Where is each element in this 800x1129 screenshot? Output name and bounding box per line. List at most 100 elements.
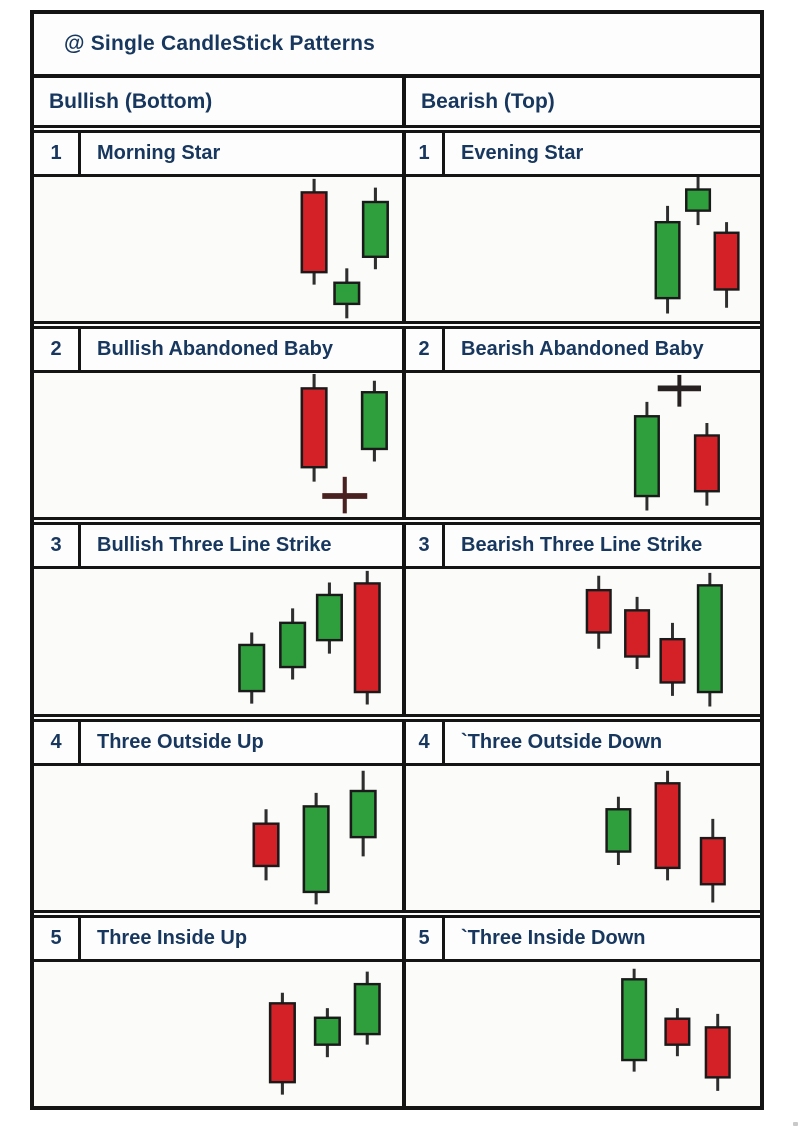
candlestick-patterns-table: @ Single CandleStick Patterns Bullish (B…: [30, 10, 764, 1110]
row-number: 1: [34, 133, 81, 174]
candlestick-chart-three-outside-up: [252, 770, 377, 905]
candle-body-green: [238, 644, 266, 693]
label-row-3: 3 Bullish Three Line Strike 3 Bearish Th…: [34, 525, 760, 570]
chart-cell-bullish-abandoned-baby: [34, 373, 402, 518]
row-number: 5: [34, 917, 81, 959]
label-row-5: 5 Three Inside Up 5 `Three Inside Down: [34, 917, 760, 962]
label-row-4: 4 Three Outside Up 4 `Three Outside Down: [34, 721, 760, 766]
candle-body-green: [361, 200, 389, 258]
pattern-name-bearish: Bearish Abandoned Baby: [461, 338, 704, 361]
label-cell-three-inside-down: 5 `Three Inside Down: [402, 917, 760, 959]
chart-row-1: [34, 177, 760, 325]
table-title-row: @ Single CandleStick Patterns: [34, 14, 760, 78]
label-cell-three-outside-up: 4 Three Outside Up: [34, 721, 402, 763]
candle-body-red: [252, 822, 280, 867]
label-row-1: 1 Morning Star 1 Evening Star: [34, 133, 760, 177]
row-number: 5: [406, 917, 445, 959]
chart-cell-bearish-abandoned-baby: [402, 373, 760, 518]
candle-body-green: [360, 391, 388, 451]
candle-body-green: [349, 789, 377, 838]
candle-body-red: [654, 781, 681, 869]
candle-body-green: [302, 804, 330, 893]
pattern-name-bearish: Evening Star: [461, 142, 584, 164]
chart-row-3: [34, 569, 760, 717]
label-cell-three-outside-down: 4 `Three Outside Down: [402, 721, 760, 763]
page-title: @ Single CandleStick Patterns: [64, 32, 376, 55]
label-cell-three-inside-up: 5 Three Inside Up: [34, 917, 402, 959]
chart-row-5: [34, 961, 760, 1107]
candle-body-green: [633, 415, 660, 498]
candle-body-green: [685, 188, 712, 212]
label-cell-bearish-three-line-strike: 3 Bearish Three Line Strike: [402, 525, 760, 567]
label-cell-morning-star: 1 Morning Star: [34, 133, 402, 174]
pattern-name-bullish: Bullish Abandoned Baby: [97, 338, 333, 361]
row-number: 3: [34, 525, 81, 567]
jpeg-artifact-speck: [793, 1122, 798, 1126]
candle-body-red: [659, 638, 686, 685]
candlestick-chart-evening-star: [654, 177, 740, 314]
candle-body-red: [353, 582, 381, 694]
candle-body-green: [696, 584, 723, 694]
candle-body-green: [621, 977, 648, 1062]
candlestick-chart-bullish-abandoned-baby: [300, 374, 388, 514]
pattern-section-3: 3 Bullish Three Line Strike 3 Bearish Th…: [34, 522, 760, 717]
chart-cell-three-outside-up: [34, 765, 402, 910]
row-number: 1: [406, 133, 445, 174]
label-cell-bearish-abandoned-baby: 2 Bearish Abandoned Baby: [402, 329, 760, 371]
candlestick-chart-bearish-three-line-strike: [585, 573, 723, 707]
label-cell-bullish-three-line-strike: 3 Bullish Three Line Strike: [34, 525, 402, 567]
pattern-name-bullish: Three Outside Up: [97, 730, 264, 753]
row-number: 4: [34, 721, 81, 763]
candle-body-red: [300, 387, 328, 469]
candle-body-red: [624, 609, 651, 659]
chart-cell-bearish-three-line-strike: [402, 569, 760, 714]
candle-body-green: [333, 281, 361, 306]
label-cell-evening-star: 1 Evening Star: [402, 133, 760, 174]
candle-body-red: [664, 1017, 691, 1046]
row-number: 2: [406, 329, 445, 371]
pattern-section-4: 4 Three Outside Up 4 `Three Outside Down: [34, 718, 760, 913]
candle-body-red: [268, 1001, 296, 1084]
row-number: 4: [406, 721, 445, 763]
row-number: 3: [406, 525, 445, 567]
candle-body-red: [693, 434, 720, 493]
candle-body-green: [315, 594, 343, 642]
candlestick-chart-morning-star: [300, 178, 389, 319]
chart-row-2: [34, 373, 760, 521]
pattern-name-bearish: Bearish Three Line Strike: [461, 534, 703, 557]
header-bullish-bottom: Bullish (Bottom): [49, 89, 213, 113]
candle-body-green: [353, 982, 381, 1036]
candle-body-green: [279, 622, 307, 669]
candle-body-red: [713, 231, 740, 291]
candle-body-green: [605, 807, 632, 853]
pattern-name-bullish: Three Inside Up: [97, 926, 248, 949]
chart-cell-evening-star: [402, 177, 760, 322]
candlestick-chart-three-outside-down: [605, 770, 726, 903]
pattern-name-bullish: Morning Star: [97, 142, 221, 164]
chart-cell-morning-star: [34, 177, 402, 322]
pattern-section-2: 2 Bullish Abandoned Baby 2 Bearish Aband…: [34, 326, 760, 521]
candlestick-chart-three-inside-down: [621, 968, 731, 1091]
pattern-name-bearish: `Three Inside Down: [461, 926, 646, 949]
candlestick-chart-three-inside-up: [268, 971, 381, 1095]
candle-body-green: [654, 220, 681, 300]
row-number: 2: [34, 329, 81, 371]
chart-cell-three-inside-down: [402, 961, 760, 1107]
candlestick-chart-bullish-three-line-strike: [238, 571, 381, 705]
column-header-row: Bullish (Bottom) Bearish (Top): [34, 78, 760, 128]
pattern-section-1: 1 Morning Star 1 Evening Star: [34, 130, 760, 325]
candle-body-red: [704, 1025, 731, 1079]
chart-cell-three-outside-down: [402, 765, 760, 910]
pattern-name-bearish: `Three Outside Down: [461, 730, 663, 753]
label-row-2: 2 Bullish Abandoned Baby 2 Bearish Aband…: [34, 329, 760, 374]
chart-cell-three-inside-up: [34, 961, 402, 1107]
pattern-section-5: 5 Three Inside Up 5 `Three Inside Down: [34, 914, 760, 1107]
label-cell-bullish-abandoned-baby: 2 Bullish Abandoned Baby: [34, 329, 402, 371]
chart-row-4: [34, 765, 760, 913]
candle-body-green: [313, 1016, 341, 1046]
header-bearish-top: Bearish (Top): [402, 78, 760, 125]
candle-body-red: [585, 589, 612, 635]
chart-cell-bullish-three-line-strike: [34, 569, 402, 714]
pattern-name-bullish: Bullish Three Line Strike: [97, 534, 332, 557]
candlestick-chart-bearish-abandoned-baby: [633, 375, 720, 511]
